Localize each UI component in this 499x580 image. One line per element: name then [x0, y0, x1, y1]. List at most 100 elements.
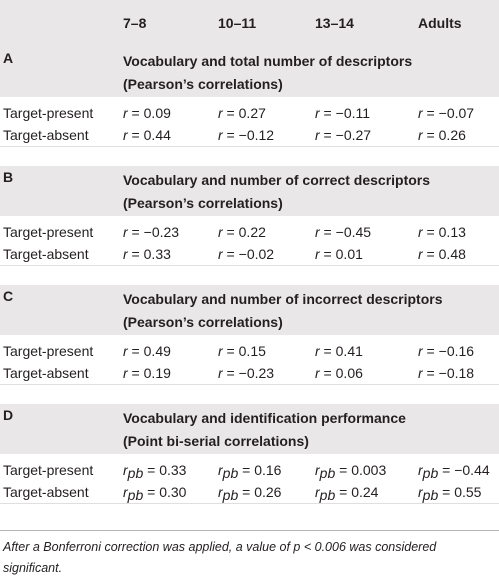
table-cell: r = −0.23 [123, 224, 179, 240]
row-label: Target-present [3, 462, 94, 478]
row-divider [0, 503, 499, 504]
section-header-b: B Vocabulary and number of correct descri… [0, 166, 499, 216]
table-cell: r = 0.41 [315, 343, 363, 359]
table-cell: r = 0.49 [123, 343, 171, 359]
section-title-line2: (Pearson’s correlations) [123, 76, 283, 92]
equals-sign: = [319, 343, 336, 359]
table-cell: r = 0.19 [123, 365, 171, 381]
cell-value: 0.49 [143, 343, 171, 359]
equals-sign: = [238, 462, 255, 478]
equals-sign: = [422, 224, 439, 240]
table-cell: r = 0.27 [218, 105, 266, 121]
cell-value: −0.18 [438, 365, 475, 381]
equals-sign: = [422, 105, 439, 121]
table-cell: r = −0.18 [418, 365, 474, 381]
cell-value: 0.30 [159, 484, 187, 500]
stat-symbol: r [418, 127, 423, 143]
stat-symbol: r [315, 365, 320, 381]
equals-sign: = [319, 127, 336, 143]
cell-value: −0.23 [238, 365, 275, 381]
equals-sign: = [143, 484, 160, 500]
stat-symbol: r [218, 224, 223, 240]
row-label: Target-present [3, 105, 94, 121]
col-header-13-14: 13–14 [315, 15, 354, 31]
stat-subscript: pb [222, 487, 239, 503]
section-title-line2: (Point bi-serial correlations) [123, 433, 309, 449]
stat-subscript: pb [222, 465, 239, 481]
cell-value: −0.27 [335, 127, 372, 143]
row-label: Target-present [3, 224, 94, 240]
table-row: Target-present r = −0.23 r = 0.22 r = −0.45… [0, 224, 499, 244]
footnote: After a Bonferroni correction was applie… [3, 540, 437, 575]
table-cell: rpb = 0.16 [218, 462, 281, 481]
stat-symbol: r [418, 343, 423, 359]
stat-symbol: r [123, 462, 128, 478]
cell-value: 0.48 [438, 246, 466, 262]
cell-value: 0.26 [438, 127, 466, 143]
table-row: Target-absent rpb = 0.30 rpb = 0.26 rpb = 0… [0, 484, 499, 504]
row-label: Target-absent [3, 365, 89, 381]
table-cell: r = −0.27 [315, 127, 371, 143]
stat-subscript: pb [127, 487, 144, 503]
table-bottom-rule [0, 530, 499, 531]
equals-sign: = [222, 224, 239, 240]
stat-subscript: pb [127, 465, 144, 481]
section-header-d: D Vocabulary and identification performan… [0, 404, 499, 454]
table-cell: r = −0.12 [218, 127, 274, 143]
row-label: Target-absent [3, 484, 89, 500]
table-cell: r = 0.01 [315, 246, 363, 262]
stat-symbol: r [315, 246, 320, 262]
equals-sign: = [222, 105, 239, 121]
stat-symbol: r [123, 246, 128, 262]
section-title: Vocabulary and identification performanc… [123, 407, 406, 453]
section-letter: B [3, 169, 14, 185]
equals-sign: = [127, 246, 144, 262]
table-cell: r = 0.44 [123, 127, 171, 143]
equals-sign: = [335, 462, 352, 478]
table-cell: r = 0.15 [218, 343, 266, 359]
stat-symbol: r [123, 224, 128, 240]
cell-value: 0.19 [143, 365, 171, 381]
stat-symbol: r [123, 105, 128, 121]
equals-sign: = [438, 484, 455, 500]
stat-symbol: r [218, 365, 223, 381]
cell-value: 0.01 [335, 246, 363, 262]
cell-value: −0.02 [238, 246, 275, 262]
table-cell: r = −0.45 [315, 224, 371, 240]
table-cell: rpb = −0.44 [418, 462, 490, 481]
col-header-adults: Adults [418, 15, 462, 31]
cell-value: 0.41 [335, 343, 363, 359]
stat-symbol: r [315, 462, 320, 478]
table-cell: rpb = 0.55 [418, 484, 482, 503]
table-cell: r = 0.33 [123, 246, 171, 262]
stat-symbol: r [315, 484, 320, 500]
table-row: Target-present r = 0.49 r = 0.15 r = 0.41 r … [0, 343, 499, 363]
table-cell: r = −0.23 [218, 365, 274, 381]
section-title-line1: Vocabulary and identification performanc… [123, 410, 406, 426]
stat-symbol: r [418, 484, 423, 500]
section-title: Vocabulary and number of correct descrip… [123, 169, 430, 215]
stat-symbol: r [418, 246, 423, 262]
col-header-10-11: 10–11 [218, 15, 257, 31]
table-cell: r = 0.13 [418, 224, 466, 240]
stat-symbol: r [315, 343, 320, 359]
table-row: Target-absent r = 0.33 r = −0.02 r = 0.01 r … [0, 246, 499, 266]
stat-symbol: r [218, 462, 223, 478]
row-label: Target-present [3, 343, 94, 359]
equals-sign: = [222, 365, 239, 381]
section-title-line1: Vocabulary and number of correct descrip… [123, 172, 431, 188]
table-cell: r = 0.48 [418, 246, 466, 262]
stat-subscript: pb [319, 465, 336, 481]
cell-value: 0.13 [438, 224, 466, 240]
table-cell: r = 0.22 [218, 224, 266, 240]
table-cell: r = −0.02 [218, 246, 274, 262]
cell-value: 0.55 [454, 484, 482, 500]
stat-symbol: r [218, 246, 223, 262]
table-cell: r = 0.06 [315, 365, 363, 381]
table-cell: r = 0.26 [418, 127, 466, 143]
stat-subscript: pb [422, 487, 439, 503]
row-label: Target-absent [3, 127, 89, 143]
cell-value: −0.12 [238, 127, 275, 143]
equals-sign: = [438, 462, 455, 478]
stat-symbol: r [123, 343, 128, 359]
